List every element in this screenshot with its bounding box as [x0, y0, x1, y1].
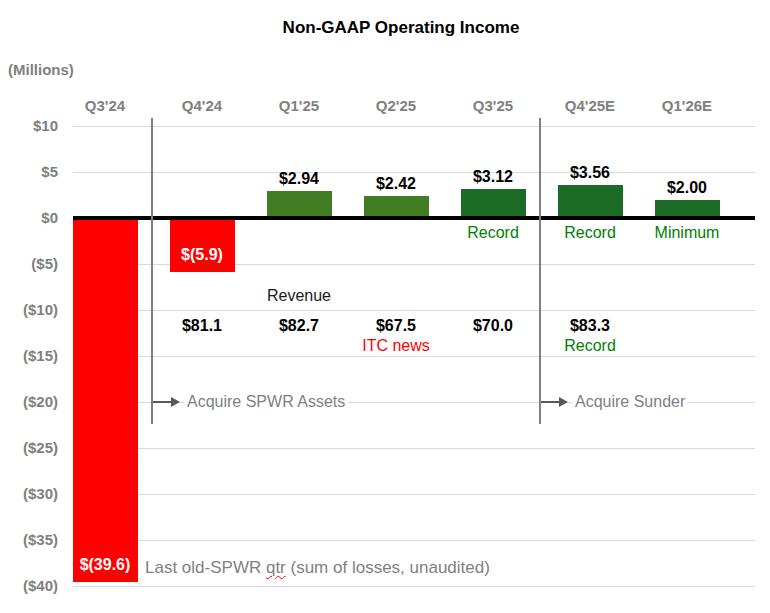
- y-axis-label: ($20): [0, 393, 58, 410]
- y-axis-label: ($35): [0, 531, 58, 548]
- arrow-right-icon: [171, 397, 180, 407]
- bar: [558, 185, 623, 216]
- column-header: Q2'25: [348, 97, 444, 114]
- y-axis-label: $10: [0, 117, 58, 134]
- bottom-note-suffix: (sum of losses, unaudited): [286, 558, 490, 577]
- chart-canvas: Non-GAAP Operating Income (Millions) $10…: [0, 0, 770, 613]
- bar: [364, 196, 429, 216]
- bar-value-label-inside: $(39.6): [73, 556, 138, 574]
- bar-note: Record: [445, 224, 541, 242]
- bar-value-label: $2.00: [639, 179, 735, 197]
- bar-value-label: $3.56: [542, 164, 638, 182]
- y-axis-label: ($15): [0, 347, 58, 364]
- revenue-value: $82.7: [251, 317, 347, 335]
- y-axis-label: $5: [0, 163, 58, 180]
- acquisition-divider-line-sunder: [539, 118, 541, 424]
- y-axis-label: ($10): [0, 301, 58, 318]
- bar-note: Minimum: [639, 224, 735, 242]
- gridline: [73, 540, 755, 541]
- bar: [655, 200, 720, 216]
- revenue-value: $70.0: [445, 317, 541, 335]
- column-header: Q1'26E: [639, 97, 735, 114]
- revenue-value: $81.1: [154, 317, 250, 335]
- bar: [267, 191, 332, 216]
- bar-value-label-inside: $(5.9): [170, 246, 235, 264]
- annotation-acquire-sunder: Acquire Sunder: [572, 393, 688, 411]
- gridline: [73, 448, 755, 449]
- column-header: Q1'25: [251, 97, 347, 114]
- y-axis-label: ($40): [0, 577, 58, 594]
- bar: [73, 220, 138, 582]
- bottom-note: Last old-SPWR qtr (sum of losses, unaudi…: [145, 558, 490, 578]
- gridline: [73, 356, 755, 357]
- zero-axis-line: [73, 216, 755, 220]
- units-label: (Millions): [8, 61, 74, 78]
- column-header: Q3'24: [57, 97, 153, 114]
- gridline: [73, 586, 755, 587]
- bottom-note-misspelled-word: qtr: [266, 558, 286, 577]
- bar-value-label: $2.94: [251, 170, 347, 188]
- revenue-heading: Revenue: [251, 287, 347, 305]
- column-header: Q4'25E: [542, 97, 638, 114]
- column-header: Q4'24: [154, 97, 250, 114]
- y-axis-label: ($25): [0, 439, 58, 456]
- arrow-shaft-sunder: [541, 401, 561, 403]
- revenue-value: $83.3: [542, 317, 638, 335]
- arrow-shaft-spwr: [153, 401, 173, 403]
- gridline: [73, 126, 755, 127]
- revenue-note: Record: [542, 337, 638, 355]
- y-axis-label: ($5): [0, 255, 58, 272]
- chart-title: Non-GAAP Operating Income: [32, 18, 770, 38]
- bar-value-label: $3.12: [445, 168, 541, 186]
- revenue-note: ITC news: [348, 337, 444, 355]
- column-header: Q3'25: [445, 97, 541, 114]
- annotation-acquire-spwr: Acquire SPWR Assets: [184, 393, 348, 411]
- gridline: [73, 310, 755, 311]
- bar-note: Record: [542, 224, 638, 242]
- bottom-note-prefix: Last old-SPWR: [145, 558, 266, 577]
- bar-value-label: $2.42: [348, 175, 444, 193]
- arrow-right-icon: [559, 397, 568, 407]
- acquisition-divider-line-spwr: [151, 118, 153, 424]
- gridline: [73, 494, 755, 495]
- y-axis-label: ($30): [0, 485, 58, 502]
- gridline: [73, 172, 755, 173]
- revenue-value: $67.5: [348, 317, 444, 335]
- bar: [461, 189, 526, 216]
- y-axis-label: $0: [0, 209, 58, 226]
